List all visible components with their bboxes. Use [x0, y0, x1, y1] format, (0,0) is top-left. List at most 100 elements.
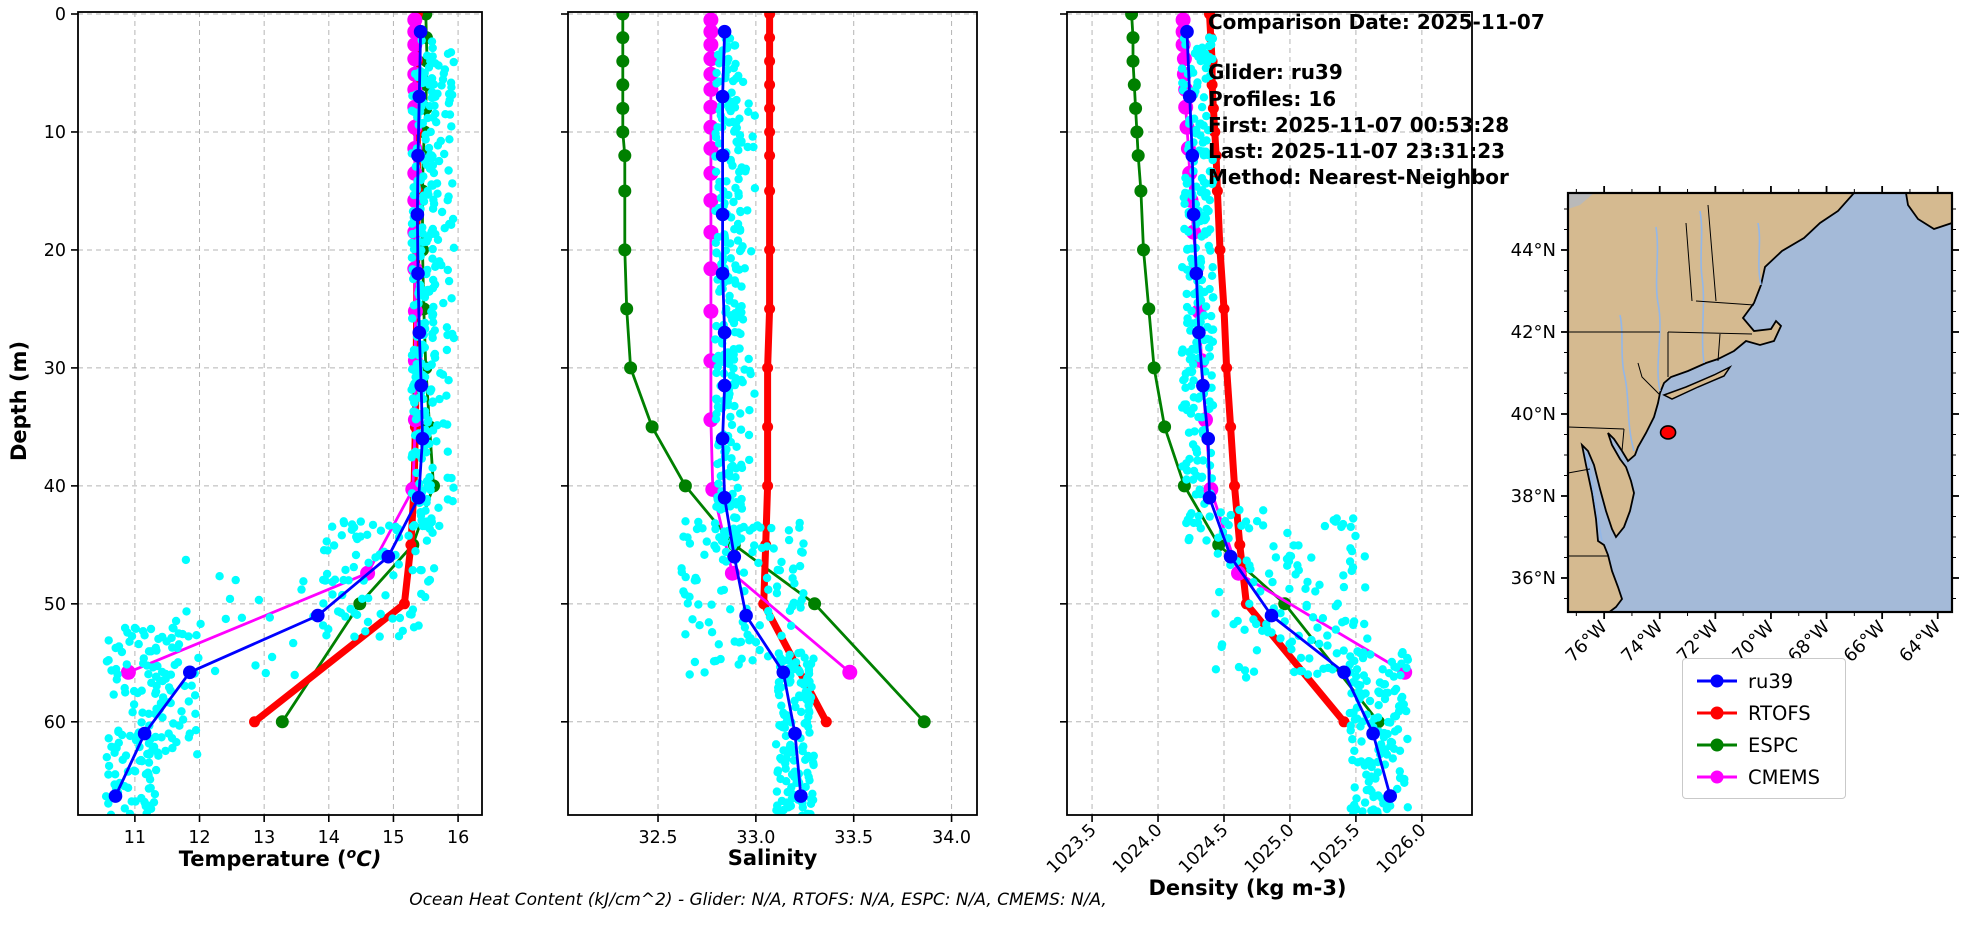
series-marker-rtofs — [1211, 185, 1223, 197]
glider-scatter-point — [104, 761, 114, 771]
glider-scatter-point — [1180, 400, 1189, 409]
series-marker-ru39 — [717, 378, 732, 393]
glider-scatter-point — [151, 689, 160, 698]
glider-scatter-point — [158, 713, 167, 722]
series-marker-rtofs — [1234, 539, 1246, 551]
glider-scatter-point — [712, 68, 721, 78]
series-marker-rtofs — [1214, 244, 1226, 256]
glider-scatter-point — [109, 690, 118, 699]
glider-scatter-point — [1285, 584, 1294, 594]
glider-scatter-point — [719, 585, 729, 595]
glider-scatter-point — [1194, 52, 1203, 61]
glider-scatter-point — [381, 591, 390, 600]
series-marker-ru39 — [788, 726, 802, 741]
glider-scatter-point — [1207, 40, 1216, 49]
glider-scatter-point — [1207, 271, 1217, 280]
glider-scatter-point — [433, 235, 443, 244]
glider-scatter-point — [364, 594, 373, 603]
series-marker-ru39 — [1264, 608, 1279, 623]
glider-scatter-point — [411, 447, 420, 456]
panel-data-density — [1125, 12, 1413, 815]
glider-scatter-point — [194, 653, 203, 663]
glider-scatter-point — [442, 323, 452, 332]
series-marker-ru39 — [1185, 148, 1200, 163]
glider-scatter-point — [809, 751, 818, 760]
glider-scatter-point — [442, 345, 452, 355]
glider-scatter-point — [1195, 485, 1204, 494]
glider-scatter-point — [1215, 587, 1224, 597]
glider-scatter-point — [737, 504, 747, 513]
glider-scatter-point — [161, 746, 170, 756]
series-marker-cmems — [703, 261, 719, 277]
glider-scatter-point — [1390, 727, 1400, 736]
glider-scatter-point — [142, 809, 151, 815]
glider-scatter-point — [1268, 577, 1277, 587]
glider-scatter-point — [1382, 750, 1392, 759]
glider-scatter-point — [1332, 514, 1341, 523]
glider-scatter-point — [748, 132, 757, 141]
glider-scatter-point — [433, 141, 443, 150]
glider-scatter-point — [1362, 770, 1371, 779]
series-marker-rtofs — [764, 185, 776, 197]
series-marker-rtofs — [764, 244, 776, 256]
glider-scatter-point — [798, 803, 807, 812]
glider-scatter-point — [729, 355, 739, 364]
map-lon-label: 74°W — [1617, 617, 1667, 667]
glider-scatter-point — [171, 616, 181, 626]
glider-scatter-point — [1350, 746, 1359, 755]
glider-scatter-point — [430, 349, 440, 359]
glider-scatter-point — [422, 160, 431, 169]
glider-scatter-point — [412, 468, 421, 478]
glider-scatter-point — [1211, 609, 1220, 618]
glider-scatter-point — [138, 708, 147, 717]
glider-scatter-point — [781, 764, 790, 773]
glider-scatter-point — [438, 370, 448, 379]
glider-scatter-point — [353, 534, 362, 544]
depth-tick-label: 20 — [44, 241, 66, 261]
glider-scatter-point — [772, 787, 782, 796]
glider-scatter-point — [322, 537, 331, 546]
glider-scatter-point — [729, 364, 738, 373]
series-marker-espc — [1212, 538, 1226, 552]
glider-scatter-point — [237, 613, 247, 622]
glider-scatter-point — [1386, 801, 1395, 810]
glider-scatter-point — [1188, 344, 1197, 354]
glider-scatter-point — [707, 628, 717, 637]
glider-scatter-point — [1303, 577, 1312, 587]
glider-scatter-point — [104, 734, 113, 743]
glider-scatter-point — [168, 643, 177, 652]
glider-scatter-point — [1202, 204, 1211, 214]
panel-temperature: 11 12 13 14 15 16 0 10 20 30 40 50 60 — [44, 5, 483, 848]
glider-scatter-point — [1403, 655, 1413, 664]
glider-scatter-point — [1192, 448, 1202, 457]
x-tick-label: 14 — [318, 828, 340, 848]
map-lat-label: 42°N — [1511, 322, 1556, 343]
glider-scatter-point — [731, 74, 741, 83]
glider-scatter-point — [809, 760, 818, 770]
series-line-ru39 — [114, 30, 424, 798]
glider-scatter-point — [395, 613, 405, 623]
glider-scatter-point — [725, 104, 734, 113]
glider-scatter-point — [725, 118, 734, 127]
glider-scatter-point — [448, 179, 457, 188]
series-marker-espc — [620, 302, 634, 316]
glider-scatter-point — [1271, 553, 1281, 562]
series-marker-rtofs — [762, 421, 774, 433]
glider-scatter-point — [104, 770, 113, 779]
glider-scatter-point — [800, 653, 809, 662]
glider-scatter-point — [444, 276, 454, 286]
series-marker-ru39 — [717, 490, 732, 505]
glider-scatter-point — [420, 293, 430, 302]
glider-scatter-point — [408, 229, 417, 239]
glider-scatter-point — [790, 767, 799, 776]
series-marker-espc — [1142, 302, 1156, 316]
glider-scatter-point — [170, 660, 179, 670]
glider-scatter-point — [385, 521, 394, 530]
depth-tick-label: 10 — [44, 123, 66, 143]
glider-scatter-point — [726, 254, 735, 263]
glider-scatter-point — [711, 335, 720, 344]
panel-frame — [567, 11, 978, 816]
glider-scatter-point — [449, 243, 459, 252]
glider-scatter-point — [1201, 49, 1210, 58]
glider-scatter-point — [1189, 466, 1199, 476]
